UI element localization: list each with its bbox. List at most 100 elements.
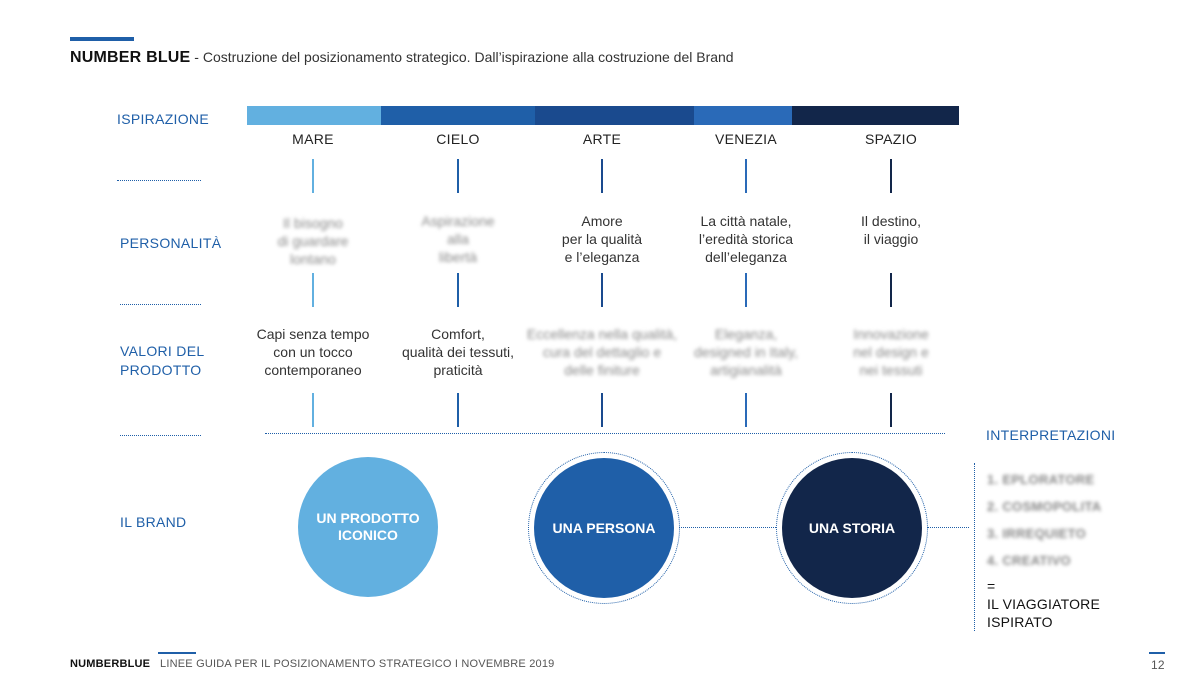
interpretazioni-list: 1. EPLORATORE 2. COSMOPOLITA 3. IRREQUIE… bbox=[987, 466, 1101, 574]
interpretazioni-equals: = bbox=[987, 578, 996, 594]
cell-line: Il destino, bbox=[861, 213, 921, 229]
band-cielo bbox=[381, 106, 535, 125]
connector-line bbox=[601, 159, 603, 193]
band-arte bbox=[535, 106, 694, 125]
cell-line: Capi senza tempo bbox=[256, 326, 370, 342]
cell-line: Comfort, bbox=[431, 326, 485, 342]
connector-line bbox=[457, 159, 459, 193]
cell-line: di guardare bbox=[277, 233, 349, 249]
personalita-cell-spazio: Il destino, il viaggio bbox=[806, 212, 976, 248]
brand-circle-persona-label: UNA PERSONA bbox=[552, 519, 656, 536]
cell-line: artigianalità bbox=[710, 362, 782, 378]
interpretazioni-item: 2. COSMOPOLITA bbox=[987, 499, 1102, 514]
connector-line bbox=[890, 159, 892, 193]
cell-line: libertà bbox=[438, 249, 478, 265]
footer-brand: NUMBERBLUE bbox=[70, 658, 151, 670]
cell-line: Aspirazione bbox=[421, 213, 495, 229]
brand-connector-line bbox=[679, 527, 776, 528]
brand-circle-prodotto-line: ICONICO bbox=[338, 527, 398, 543]
interpretazioni-item: 4. CREATIVO bbox=[987, 553, 1071, 568]
connector-line bbox=[457, 273, 459, 307]
brand-connector-line bbox=[927, 527, 969, 528]
cell-line: designed in Italy, bbox=[693, 344, 799, 360]
row-divider bbox=[120, 435, 201, 436]
cell-line: alla bbox=[447, 231, 469, 247]
page-title: NUMBER BLUE - Costruzione del posizionam… bbox=[70, 49, 734, 67]
connector-line bbox=[312, 393, 314, 427]
cell-line: qualità dei tessuti, bbox=[401, 344, 515, 360]
row-divider bbox=[117, 180, 201, 181]
connector-line bbox=[745, 273, 747, 307]
cell-line: La città natale, bbox=[700, 213, 792, 229]
column-head-spazio: SPAZIO bbox=[864, 131, 918, 147]
connector-line bbox=[890, 393, 892, 427]
interpretazioni-item: 1. EPLORATORE bbox=[987, 472, 1095, 487]
cell-line: Amore bbox=[581, 213, 623, 229]
row-divider bbox=[120, 304, 201, 305]
footer-subtitle: LINEE GUIDA PER IL POSIZIONAMENTO STRATE… bbox=[160, 658, 555, 670]
cell-line: dell’eleganza bbox=[705, 249, 787, 265]
cell-line: Il bisogno bbox=[283, 215, 343, 231]
band-venezia bbox=[694, 106, 792, 125]
connector-line bbox=[745, 159, 747, 193]
brand-ring-persona bbox=[528, 452, 680, 604]
personalita-cell-mare: Il bisogno di guardare lontano bbox=[228, 214, 398, 268]
valori-cell-venezia: Eleganza, designed in Italy, artigianali… bbox=[661, 325, 831, 379]
cell-line: lontano bbox=[290, 251, 336, 267]
cell-line: contemporaneo bbox=[264, 362, 362, 378]
brand-circle-persona: UNA PERSONA bbox=[534, 458, 674, 598]
personalita-cell-arte: Amore per la qualità e l’eleganza bbox=[517, 212, 687, 266]
personalita-cell-venezia: La città natale, l’eredità storica dell’… bbox=[661, 212, 831, 266]
connector-line bbox=[312, 273, 314, 307]
connector-line bbox=[457, 393, 459, 427]
page-number: 12 bbox=[1151, 658, 1165, 672]
header-accent-bar bbox=[70, 37, 134, 41]
cell-line: il viaggio bbox=[863, 231, 919, 247]
row-label-ispirazione: ISPIRAZIONE bbox=[117, 111, 209, 127]
page-title-brand: NUMBER BLUE bbox=[70, 49, 191, 66]
brand-circle-prodotto-line: UN PRODOTTO bbox=[316, 510, 420, 526]
cell-line: cura del dettaglio e bbox=[542, 344, 662, 360]
brand-circle-prodotto: UN PRODOTTO ICONICO bbox=[298, 457, 438, 597]
cell-line: Eleganza, bbox=[714, 326, 778, 342]
cell-line: e l’eleganza bbox=[564, 249, 640, 265]
interpretazioni-result-2: ISPIRATO bbox=[987, 614, 1053, 630]
column-head-venezia: VENEZIA bbox=[714, 131, 777, 147]
connector-line bbox=[745, 393, 747, 427]
footer-text: NUMBERBLUE LINEE GUIDA PER IL POSIZIONAM… bbox=[70, 658, 554, 670]
row-label-valori-1: VALORI DEL bbox=[120, 343, 205, 359]
brand-circle-storia-label: UNA STORIA bbox=[808, 519, 896, 536]
cell-line: con un tocco bbox=[273, 344, 353, 360]
row-label-personalita: PERSONALITÀ bbox=[120, 235, 222, 251]
connector-line bbox=[890, 273, 892, 307]
cell-line: Eccellenza nella qualità, bbox=[526, 326, 678, 342]
footer-accent-bar bbox=[158, 652, 196, 654]
personalita-cell-cielo: Aspirazione alla libertà bbox=[373, 212, 543, 266]
brand-circle-storia: UNA STORIA bbox=[782, 458, 922, 598]
row-label-valori-2: PRODOTTO bbox=[120, 362, 202, 378]
row-label-brand: IL BRAND bbox=[120, 514, 187, 530]
column-head-cielo: CIELO bbox=[436, 131, 480, 147]
column-head-arte: ARTE bbox=[582, 131, 622, 147]
cell-line: per la qualità bbox=[561, 231, 643, 247]
brand-separator-line bbox=[265, 433, 945, 434]
column-head-mare: MARE bbox=[292, 131, 334, 147]
cell-line: l’eredità storica bbox=[698, 231, 794, 247]
page-number-bar bbox=[1149, 652, 1165, 654]
valori-cell-cielo: Comfort, qualità dei tessuti, praticità bbox=[373, 325, 543, 379]
interpretazioni-title: INTERPRETAZIONI bbox=[986, 427, 1116, 443]
band-spazio bbox=[792, 106, 959, 125]
cell-line: nel design e bbox=[853, 344, 929, 360]
cell-line: nei tessuti bbox=[859, 362, 923, 378]
cell-line: praticità bbox=[433, 362, 483, 378]
valori-cell-arte: Eccellenza nella qualità, cura del detta… bbox=[517, 325, 687, 379]
interpretazioni-bracket bbox=[974, 463, 975, 631]
valori-cell-mare: Capi senza tempo con un tocco contempora… bbox=[228, 325, 398, 379]
connector-line bbox=[312, 159, 314, 193]
valori-cell-spazio: Innovazione nel design e nei tessuti bbox=[806, 325, 976, 379]
connector-line bbox=[601, 273, 603, 307]
page-title-subtitle: - Costruzione del posizionamento strateg… bbox=[190, 49, 734, 65]
cell-line: delle finiture bbox=[564, 362, 640, 378]
cell-line: Innovazione bbox=[853, 326, 929, 342]
connector-line bbox=[601, 393, 603, 427]
